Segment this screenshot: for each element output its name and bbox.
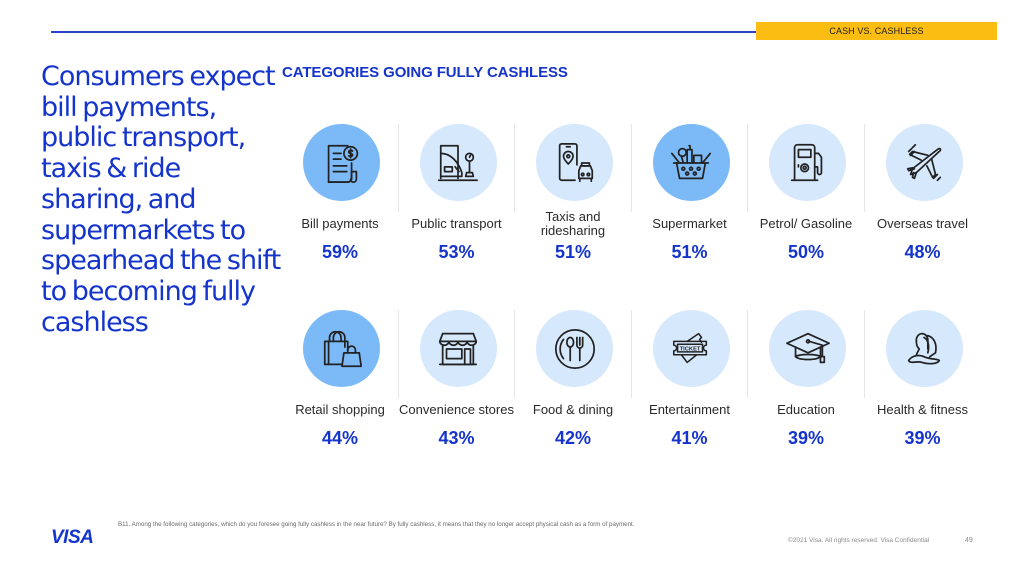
category-percentage: 42%: [554, 428, 592, 448]
category-bill-payments: Bill payments 59%: [282, 118, 399, 304]
icon-circle: [303, 310, 380, 387]
page-number: 49: [965, 537, 973, 544]
category-percentage: 50%: [787, 242, 825, 262]
icon-circle: [652, 124, 730, 201]
category-percentage: 53%: [438, 242, 475, 262]
copyright: ©2021 Visa. All rights reserved. Visa Co…: [788, 537, 930, 544]
category-label: Health & fitness: [876, 402, 969, 417]
icon-circle: [536, 310, 613, 387]
category-convenience-stores: Convenience stores 43%: [399, 304, 515, 490]
category-retail-shopping: Retail shopping 44%: [282, 304, 399, 490]
yoga-icon: [907, 332, 941, 365]
ticket-text: TICKET: [680, 346, 701, 352]
divider: [397, 310, 399, 398]
header-rule: [51, 31, 757, 33]
headline: Consumers expect bill payments, public t…: [41, 61, 281, 338]
ticket-icon: TICKET: [672, 332, 708, 363]
grocery-basket-icon: [670, 144, 712, 179]
category-public-transport: Public transport 53%: [399, 118, 515, 304]
divider: [630, 124, 632, 212]
category-label: Convenience stores: [399, 402, 514, 417]
airplane-icon: [906, 143, 942, 181]
category-percentage: 51%: [671, 242, 708, 262]
icon-circle: [419, 124, 497, 201]
category-label: Food & dining: [532, 402, 614, 417]
category-label: Retail shopping: [295, 402, 385, 417]
category-label: Education: [777, 402, 835, 417]
icon-circle: TICKET: [652, 310, 730, 387]
divider: [630, 310, 632, 398]
shopping-bags-icon: [323, 330, 362, 367]
divider: [514, 124, 515, 212]
category-label: Supermarket: [652, 216, 727, 231]
category-label: Petrol/ Gasoline: [759, 216, 853, 231]
icon-circle: [885, 310, 963, 387]
icon-circle: [769, 310, 846, 387]
category-row: Retail shopping 44% Convenience stores 4…: [282, 304, 988, 490]
category-percentage: 39%: [904, 428, 941, 448]
icon-circle: [419, 310, 497, 387]
fuel-pump-icon: [790, 143, 822, 181]
category-percentage: 41%: [671, 428, 708, 448]
category-percentage: 48%: [904, 242, 941, 262]
category-percentage: 39%: [787, 428, 825, 448]
category-overseas-travel: Overseas travel 48%: [865, 118, 982, 304]
category-health-fitness: Health & fitness 39%: [865, 304, 982, 490]
storefront-icon: [438, 332, 478, 365]
category-supermarket: Supermarket 51%: [632, 118, 748, 304]
category-percentage: 51%: [554, 242, 592, 262]
bill-invoice-icon: [327, 144, 358, 183]
category-taxis-ridesharing: Taxis and ridesharing 51%: [515, 118, 632, 304]
category-grid: Bill payments 59% Public transport 53%: [282, 118, 988, 490]
category-petrol-gasoline: Petrol/ Gasoline 50%: [748, 118, 865, 304]
icon-circle: [885, 124, 963, 201]
graduation-cap-icon: [785, 332, 830, 363]
icon-circle: [536, 124, 613, 201]
divider: [863, 310, 865, 398]
plate-cutlery-icon: [554, 328, 595, 369]
category-education: Education 39%: [748, 304, 865, 490]
divider: [514, 310, 515, 398]
icon-circle: [303, 124, 380, 201]
category-label: Bill payments: [301, 216, 379, 231]
taxi-phone-icon: [558, 142, 593, 182]
train-icon: [437, 144, 479, 181]
divider: [747, 124, 748, 212]
section-tag: CASH VS. CASHLESS: [756, 22, 997, 40]
category-row: Bill payments 59% Public transport 53%: [282, 118, 988, 304]
category-percentage: 43%: [438, 428, 475, 448]
category-percentage: 59%: [321, 242, 359, 262]
divider: [397, 124, 399, 212]
section-subtitle: CATEGORIES GOING FULLY CASHLESS: [282, 64, 568, 81]
footnote: B11. Among the following categories, whi…: [118, 521, 635, 528]
category-food-dining: Food & dining 42%: [515, 304, 632, 490]
category-label: Taxis and ridesharing: [540, 209, 606, 238]
visa-logo: VISA: [51, 527, 94, 548]
icon-circle: [769, 124, 846, 201]
category-label: Public transport: [411, 216, 502, 231]
category-label: Entertainment: [649, 402, 730, 417]
divider: [747, 310, 748, 398]
divider: [863, 124, 865, 212]
category-label: Overseas travel: [876, 216, 969, 231]
category-entertainment: TICKET Entertainment 41%: [632, 304, 748, 490]
category-percentage: 44%: [321, 428, 359, 448]
